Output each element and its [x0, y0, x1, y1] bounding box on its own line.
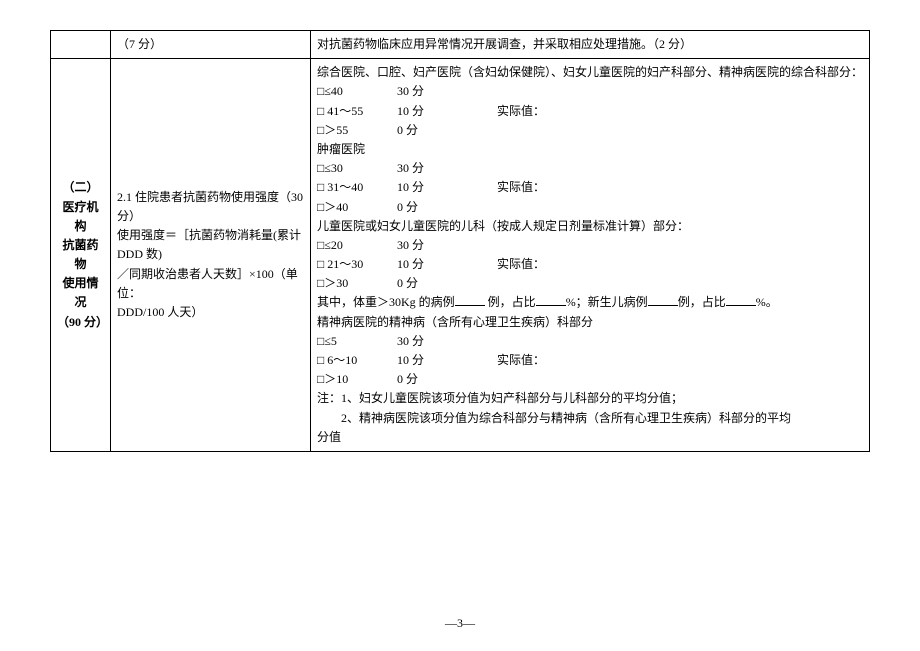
- blank-1: [455, 294, 485, 306]
- sec4-opt2c: 实际值：: [497, 353, 545, 367]
- sec4-opt2b: 10 分: [397, 351, 497, 370]
- sec3-opt1a: □≤20: [317, 236, 397, 255]
- category-line1: （二）: [62, 180, 98, 194]
- sec4-opt2a: □ 6～10: [317, 351, 397, 370]
- blank-3: [648, 294, 678, 306]
- sec2-opt3a: □＞40: [317, 198, 397, 217]
- sec3-opt2b: 10 分: [397, 255, 497, 274]
- sec3-opt1b: 30 分: [397, 238, 424, 252]
- row1-col3: 对抗菌药物临床应用异常情况开展调查，并采取相应处理措施。（2 分）: [311, 31, 870, 59]
- sec3-opt2c: 实际值：: [497, 257, 545, 271]
- sec2-opt1b: 30 分: [397, 161, 424, 175]
- sec4-opt3b: 0 分: [397, 372, 418, 386]
- sec3-note-e: %。: [756, 295, 778, 309]
- sec3-note-c: %；新生儿病例: [566, 295, 648, 309]
- sec1-opt1b: 30 分: [397, 84, 424, 98]
- sec1-opt3b: 0 分: [397, 123, 418, 137]
- sec1-opt1a: □≤40: [317, 82, 397, 101]
- sec1-header: 综合医院、口腔、妇产医院（含妇幼保健院）、妇女儿童医院的妇产科部分、精神病医院的…: [317, 65, 863, 79]
- blank-2: [536, 294, 566, 306]
- sec3-header: 儿童医院或妇女儿童医院的儿科（按成人规定日剂量标准计算）部分：: [317, 219, 689, 233]
- note1: 注：1、妇女儿童医院该项分值为妇产科部分与儿科部分的平均分值；: [317, 391, 683, 405]
- row1-col2: （7 分）: [111, 31, 311, 59]
- sec4-opt1b: 30 分: [397, 334, 424, 348]
- note2-b: 分值: [317, 430, 341, 444]
- sec1-opt2a: □ 41～55: [317, 102, 397, 121]
- row1-col1: [51, 31, 111, 59]
- page-number: —3—: [445, 616, 475, 631]
- sec2-opt2c: 实际值：: [497, 180, 545, 194]
- sec2-opt2a: □ 31～40: [317, 178, 397, 197]
- category-line3: 抗菌药物: [62, 238, 98, 271]
- note2-a: 2、精神病医院该项分值为综合科部分与精神病（含所有心理卫生疾病）科部分的平均: [341, 411, 791, 425]
- sec3-opt3b: 0 分: [397, 276, 418, 290]
- sec4-opt1a: □≤5: [317, 332, 397, 351]
- item-cell: 2.1 住院患者抗菌药物使用强度（30 分） 使用强度＝［抗菌药物消耗量(累计 …: [111, 59, 311, 452]
- detail-cell: 综合医院、口腔、妇产医院（含妇幼保健院）、妇女儿童医院的妇产科部分、精神病医院的…: [311, 59, 870, 452]
- sec1-opt2c: 实际值：: [497, 104, 545, 118]
- evaluation-table: （7 分） 对抗菌药物临床应用异常情况开展调查，并采取相应处理措施。（2 分） …: [50, 30, 870, 452]
- sec1-opt3a: □＞55: [317, 121, 397, 140]
- sec3-note-b: 例，占比: [485, 295, 536, 309]
- category-line4: 使用情况: [62, 276, 98, 309]
- sec4-opt3a: □＞10: [317, 370, 397, 389]
- category-line5: （90 分）: [57, 315, 108, 329]
- category-cell: （二） 医疗机构 抗菌药物 使用情况 （90 分）: [51, 59, 111, 452]
- item-line4: DDD/100 人天）: [117, 305, 203, 319]
- item-line2: 使用强度＝［抗菌药物消耗量(累计 DDD 数): [117, 228, 301, 261]
- item-line1: 2.1 住院患者抗菌药物使用强度（30 分）: [117, 190, 303, 223]
- sec2-header: 肿瘤医院: [317, 142, 365, 156]
- sec3-opt2a: □ 21～30: [317, 255, 397, 274]
- sec1-opt2b: 10 分: [397, 102, 497, 121]
- sec2-opt3b: 0 分: [397, 200, 418, 214]
- sec4-header: 精神病医院的精神病（含所有心理卫生疾病）科部分: [317, 315, 593, 329]
- sec3-opt3a: □＞30: [317, 274, 397, 293]
- sec2-opt1a: □≤30: [317, 159, 397, 178]
- item-line3: ／同期收治患者人天数］×100（单位：: [117, 267, 298, 300]
- blank-4: [726, 294, 756, 306]
- sec3-note-d: 例，占比: [678, 295, 726, 309]
- sec2-opt2b: 10 分: [397, 178, 497, 197]
- category-line2: 医疗机构: [62, 200, 98, 233]
- sec3-note-a: 其中，体重＞30Kg 的病例: [317, 295, 455, 309]
